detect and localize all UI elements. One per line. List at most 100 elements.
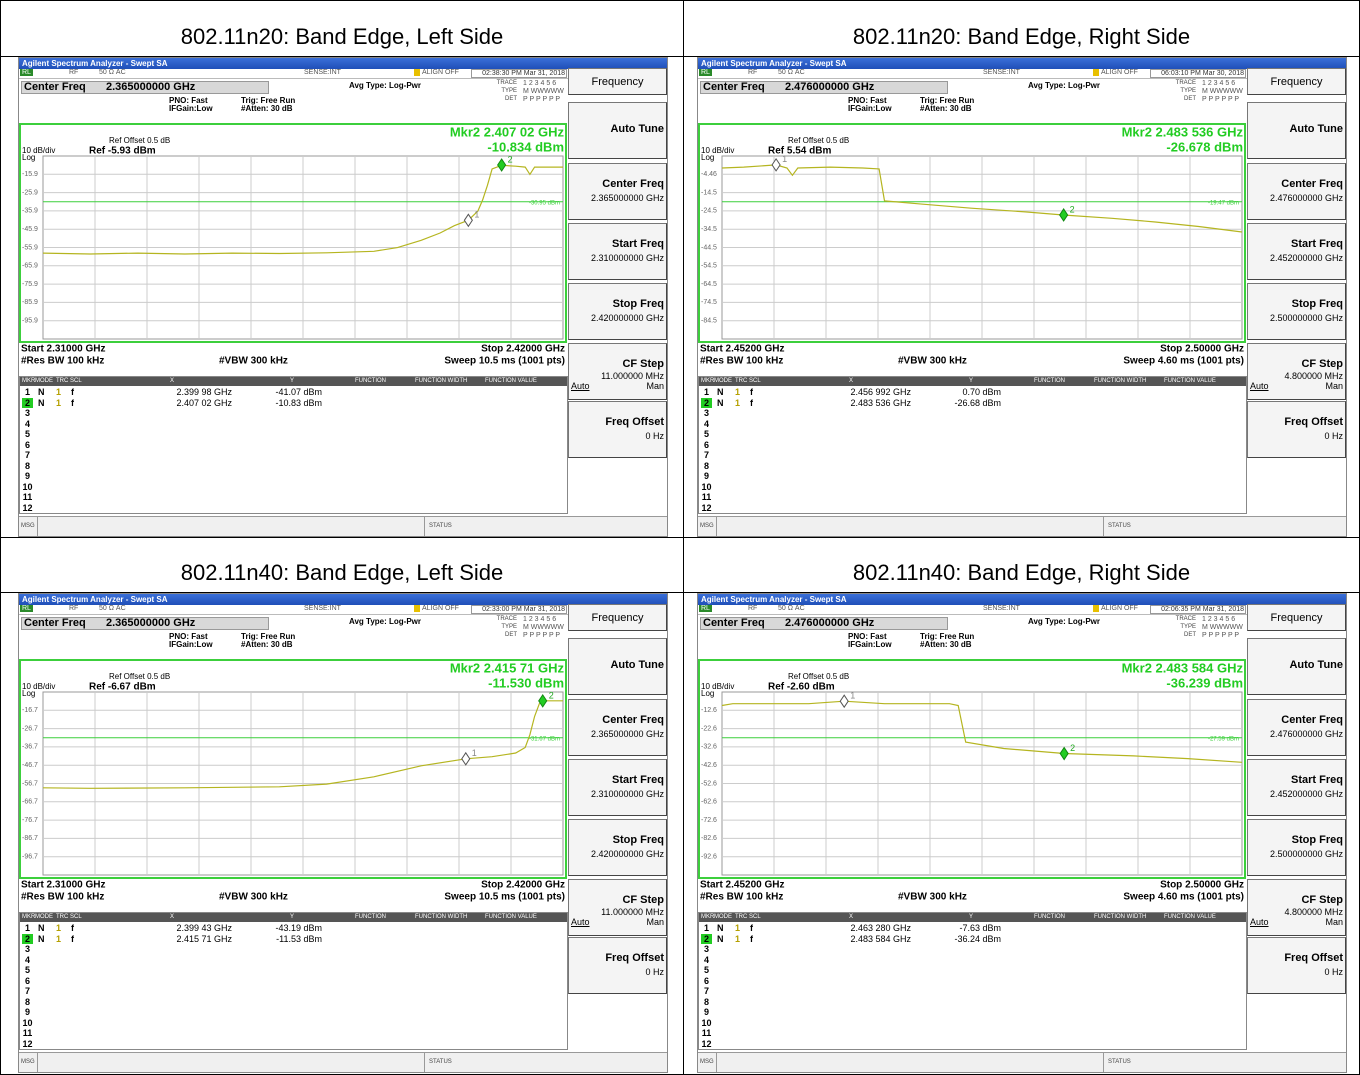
softkey[interactable]: Freq Offset 0 Hz [568,401,667,458]
sweep: Sweep 4.60 ms (1001 pts) [1123,892,1244,903]
scale: 10 dB/div [701,682,734,691]
softkey[interactable]: Center Freq 2.476000000 GHz [1247,163,1346,220]
table-header-bg [699,377,1246,386]
softkey[interactable]: CF Step 11.000000 MHz Auto Man [568,879,667,936]
msg: MSG [21,523,35,529]
row-num: 10 [22,1017,33,1028]
marker-scale: f [750,397,753,408]
table-header: MODE [714,914,732,920]
center-freq-value: 2.476000000 GHz [785,617,875,629]
y-tick-label: -16.7 [22,707,38,714]
graph-frame [698,123,1246,343]
softkey[interactable]: Center Freq 2.365000000 GHz [568,699,667,756]
sweep: Sweep 4.60 ms (1001 pts) [1123,356,1244,367]
softkey[interactable]: Center Freq 2.365000000 GHz [568,163,667,220]
rl: RL [20,605,33,612]
softkey-value: 4.800000 MHz [1284,907,1343,917]
title-bar: Agilent Spectrum Analyzer - Swept SA [698,594,1346,605]
marker-mode: N [717,923,724,933]
sense: SENSE:INT [983,605,1020,612]
softkey[interactable]: Auto Tune [568,638,667,695]
softkey[interactable]: Stop Freq 2.500000000 GHz [1247,283,1346,340]
y-tick-label: -64.5 [701,281,717,288]
title-bar: Agilent Spectrum Analyzer - Swept SA [698,58,1346,69]
marker [1059,208,1069,222]
marker-x: 2.407 02 GHz [176,397,232,408]
softkey-value: 2.476000000 GHz [1269,193,1343,203]
row-num: 12 [701,502,712,513]
softkey-label: CF Step [1301,358,1343,370]
trig: Trig: Free Run [241,96,296,105]
table-border [683,0,684,1075]
trace-info-value: M WWWWW [523,88,564,95]
status: STATUS [429,1059,452,1065]
softkey[interactable]: Stop Freq 2.420000000 GHz [568,819,667,876]
row-num: 11 [701,492,712,502]
table-header: Y [290,914,295,920]
sense: SENSE:INT [304,69,341,76]
row-num: 7 [703,986,709,996]
softkey[interactable]: CF Step 4.800000 MHz Auto Man [1247,343,1346,400]
softkey[interactable]: Start Freq 2.310000000 GHz [568,759,667,816]
table-header: MODE [714,378,732,384]
y-tick-label: -86.7 [22,835,38,842]
trig: Trig: Free Run [241,632,296,641]
row-num: 12 [701,1038,712,1049]
message-bar: MSG STATUS [698,1052,1346,1072]
marker-trace: 1 [56,397,62,408]
y-tick-label: -35.9 [22,208,38,215]
softkey-value: 0 Hz [1324,967,1343,977]
softkey-label: Center Freq [602,178,664,190]
row-num: 7 [24,450,30,460]
row-num: 10 [22,481,33,492]
softkey-man: Man [1325,917,1343,927]
start: Start 2.31000 GHz [21,880,106,891]
y-tick-label: -44.5 [701,244,717,251]
ifgain: IFGain:Low [169,640,213,649]
softkey[interactable]: CF Step 11.000000 MHz Auto Man [568,343,667,400]
avg-type: Avg Type: Log-Pwr [1028,617,1100,626]
marker-x: 2.399 98 GHz [176,387,232,397]
row-num: 5 [703,965,709,975]
display-line-label: -31.67 dBm [529,736,560,742]
softkey[interactable]: Stop Freq 2.420000000 GHz [568,283,667,340]
message-bar: MSG STATUS [19,516,667,536]
softkey[interactable]: Center Freq 2.476000000 GHz [1247,699,1346,756]
trace-info-label: TRACE [1175,616,1196,622]
softkey-value: 2.310000000 GHz [590,789,664,799]
y-tick-label: -46.7 [22,762,38,769]
softkey[interactable]: Freq Offset 0 Hz [568,937,667,994]
y-tick-label: -85.9 [22,299,38,306]
softkey[interactable]: Stop Freq 2.500000000 GHz [1247,819,1346,876]
marker-scale: f [71,933,74,944]
trace-info-label: TRACE [1175,80,1196,86]
softkey-label: Freq Offset [1284,952,1343,964]
table-header: X [849,378,854,384]
softkey[interactable]: Freq Offset 0 Hz [1247,937,1346,994]
softkey[interactable]: Start Freq 2.452000000 GHz [1247,759,1346,816]
sense: SENSE:INT [983,69,1020,76]
ref-level: Ref 5.54 dBm [768,146,831,157]
softkey[interactable]: Freq Offset 0 Hz [1247,401,1346,458]
row-num: 9 [24,1007,30,1017]
softkey[interactable]: CF Step 4.800000 MHz Auto Man [1247,879,1346,936]
softkey[interactable]: Auto Tune [1247,102,1346,159]
softkey[interactable]: Auto Tune [568,102,667,159]
marker-mode: N [38,387,45,397]
softkey-value: 11.000000 MHz [601,371,664,381]
impedance: 50 Ω AC [99,69,126,76]
center-freq: Center Freq 2.365000000 GHz [21,617,269,630]
table-header: FUNCTION VALUE [485,914,537,920]
softkey[interactable]: Start Freq 2.310000000 GHz [568,223,667,280]
trace [721,164,1243,233]
softkey-value: 0 Hz [645,431,664,441]
y-tick-label: -75.9 [22,281,38,288]
y-tick-label: -92.6 [701,854,717,861]
center-freq-value: 2.365000000 GHz [106,81,196,93]
softkey[interactable]: Auto Tune [1247,638,1346,695]
marker-table: MKR MODE TRC SCL X Y FUNCTION FUNCTION WIDTH FUN… [698,376,1247,514]
pno: PNO: Fast [169,632,208,641]
atten: #Atten: 30 dB [241,640,293,649]
trace-info-label: DET [1184,632,1196,638]
softkey[interactable]: Start Freq 2.452000000 GHz [1247,223,1346,280]
